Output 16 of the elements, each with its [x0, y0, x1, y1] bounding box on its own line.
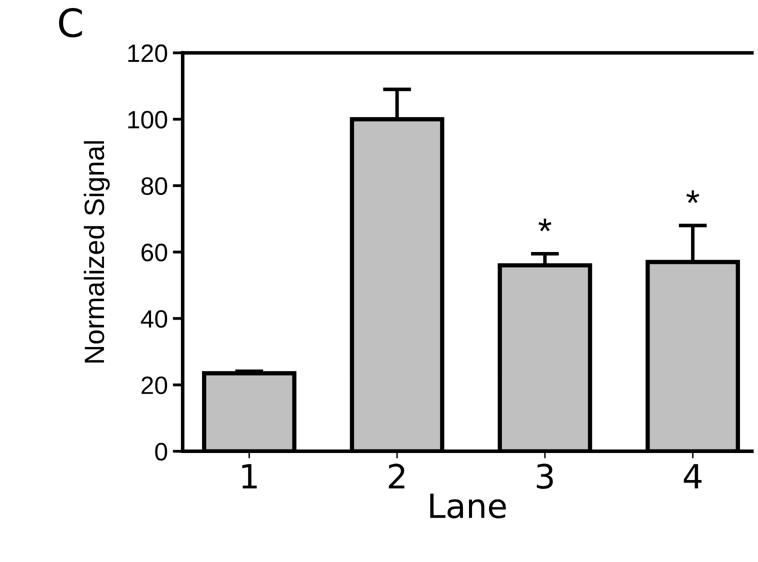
x-tick-label: 1 — [242, 464, 257, 488]
annotation: * — [538, 218, 552, 232]
annotation: * — [686, 190, 700, 204]
x-tick-label: 2 — [388, 464, 404, 488]
x-tick-label: 3 — [536, 464, 553, 489]
y-tick-label: 0 — [155, 442, 168, 461]
x-axis-title: Lane — [430, 494, 506, 518]
x-tick-label: 4 — [684, 464, 702, 488]
y-axis-title: Normalized Signal — [84, 141, 110, 362]
text: C — [59, 8, 82, 38]
y-tick-label: 120 — [128, 44, 168, 62]
y-tick-label: 40 — [140, 310, 168, 328]
y-tick-label: 60 — [142, 244, 168, 262]
y-tick-label: 20 — [142, 376, 168, 394]
y-tick-label: 80 — [141, 177, 168, 195]
y-tick-label: 100 — [128, 110, 168, 129]
